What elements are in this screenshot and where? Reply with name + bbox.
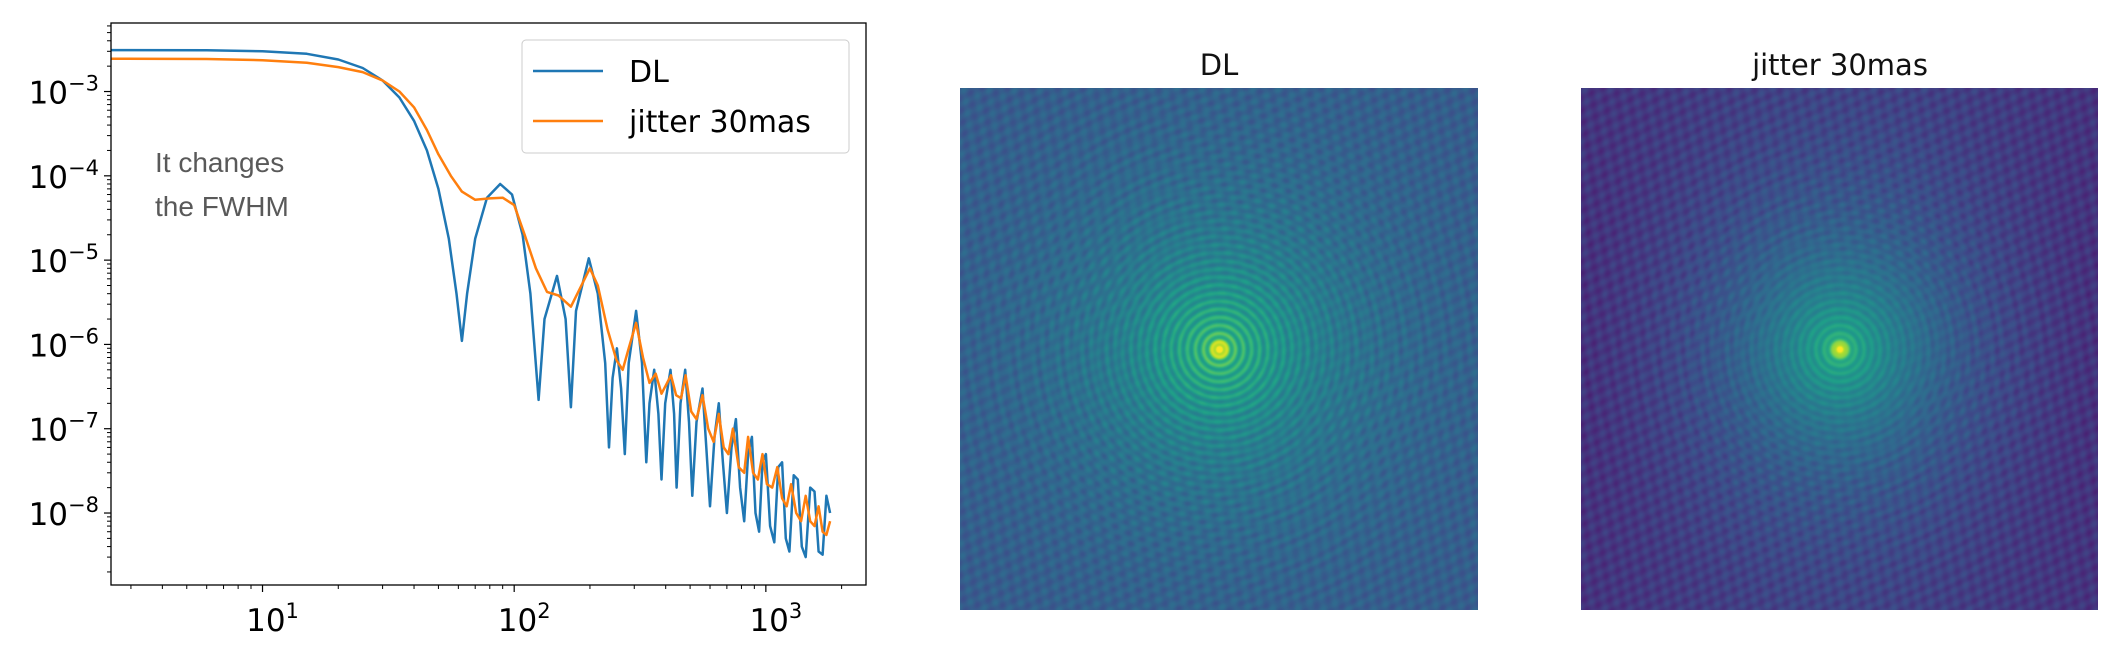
x-tick-label: 103 [749,599,802,639]
legend-label-dl: DL [629,55,669,90]
y-tick-label-base: 10 [29,413,68,449]
x-tick-label-exp: 2 [537,599,550,623]
y-tick-label: 10−5 [29,240,99,280]
y-tick-label-exp: −7 [68,409,99,433]
y-tick-label-base: 10 [29,244,68,280]
y-tick-label-exp: −3 [68,72,99,96]
legend-box [521,39,850,154]
y-tick-label: 10−4 [29,156,99,196]
legend: DL jitter 30mas [521,39,850,154]
image-title-dl: DL [1199,48,1239,82]
psf-image-jitter [1581,88,2098,610]
x-tick-label-base: 10 [749,603,788,639]
y-tick-label: 10−8 [29,493,99,533]
series-layer [110,48,832,559]
y-tick-label-exp: −5 [68,240,99,264]
series-line-dl [110,48,832,559]
y-tick-label: 10−6 [29,324,99,364]
y-tick-label-exp: −4 [68,156,99,180]
y-tick-label: 10−7 [29,409,99,449]
x-tick-label: 102 [498,599,551,639]
series-line-jitter [110,57,832,537]
y-tick-label-exp: −8 [68,493,99,517]
x-tick-label-base: 10 [246,603,285,639]
y-tick-label-base: 10 [29,497,68,533]
annotation-line-1: It changes [155,147,284,178]
psf-image-dl [960,88,1478,610]
y-tick-label-base: 10 [29,160,68,196]
x-tick-label-exp: 1 [286,599,299,623]
y-tick-label: 10−3 [29,72,99,112]
x-tick-label-exp: 3 [789,599,802,623]
image-title-jitter: jitter 30mas [1752,48,1928,82]
y-tick-label-base: 10 [29,328,68,364]
y-tick-label-base: 10 [29,76,68,112]
annotation-line-2: the FWHM [155,191,289,222]
x-tick-label-base: 10 [498,603,537,639]
legend-label-jitter: jitter 30mas [628,105,811,140]
y-tick-label-exp: −6 [68,324,99,348]
x-tick-label: 101 [246,599,299,639]
